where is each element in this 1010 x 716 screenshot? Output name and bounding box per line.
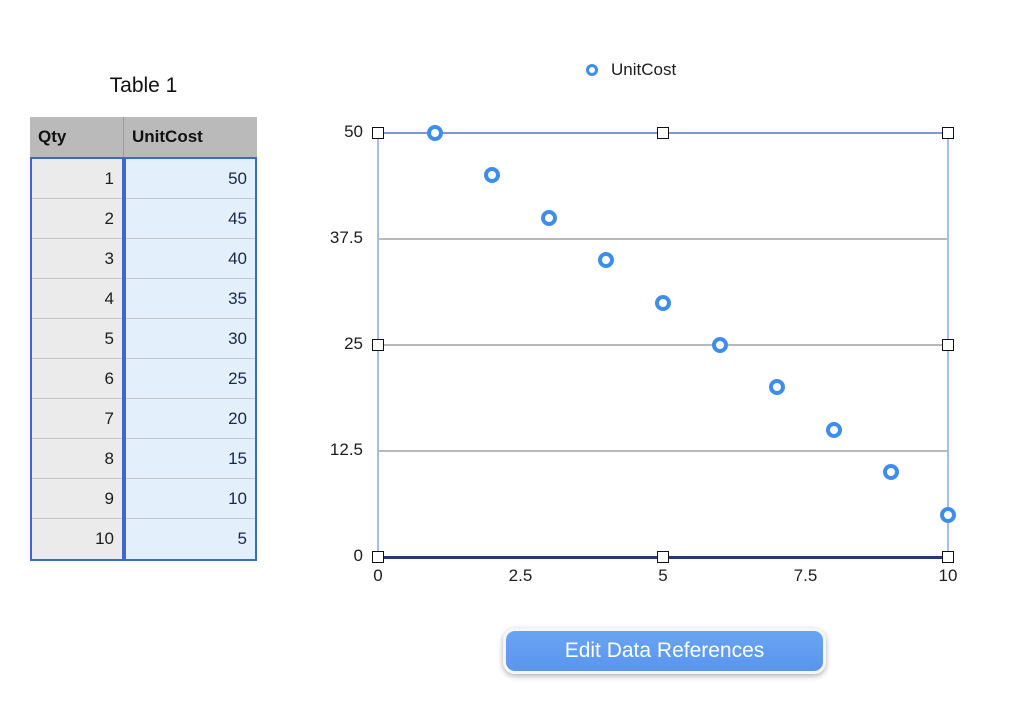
table-cell-unitcost[interactable]: 5 bbox=[237, 529, 247, 548]
x-tick-label: 0 bbox=[373, 566, 383, 585]
table-cell-qty[interactable]: 5 bbox=[32, 319, 122, 359]
y-tick-label: 50 bbox=[344, 122, 363, 141]
x-tick-label: 10 bbox=[938, 566, 958, 585]
table-cell-qty[interactable]: 1 bbox=[32, 159, 122, 199]
data-point[interactable] bbox=[826, 421, 842, 438]
y-tick-label: 37.5 bbox=[329, 228, 363, 247]
resize-handle[interactable] bbox=[656, 550, 669, 563]
chart-plot-area[interactable] bbox=[378, 133, 948, 557]
table-title: Table 1 bbox=[109, 74, 178, 97]
data-table: Qty UnitCost 1 2 3 4 5 6 7 8 9 10 50 45 40 35 30 25 20 1… bbox=[30, 117, 257, 561]
y-tick-label: 25 bbox=[344, 334, 363, 353]
gridline bbox=[378, 238, 948, 240]
data-point[interactable] bbox=[655, 294, 671, 311]
table-cell-qty[interactable]: 4 bbox=[32, 279, 122, 319]
table-cell-unitcost[interactable]: 10 bbox=[126, 479, 255, 519]
table-cell-unitcost[interactable]: 30 bbox=[126, 319, 255, 359]
table-cell-qty[interactable]: 2 bbox=[32, 199, 122, 239]
legend-label: UnitCost bbox=[611, 60, 677, 79]
y-tick-label: 0 bbox=[353, 546, 363, 565]
table-cell-qty[interactable]: 6 bbox=[32, 359, 122, 399]
resize-handle[interactable] bbox=[656, 126, 669, 139]
resize-handle[interactable] bbox=[941, 338, 954, 351]
data-point[interactable] bbox=[940, 506, 956, 523]
table-cell-unitcost[interactable]: 20 bbox=[126, 399, 255, 439]
table-cell-unitcost[interactable]: 25 bbox=[126, 359, 255, 399]
table-cell-qty[interactable]: 10 bbox=[95, 529, 114, 548]
data-point[interactable] bbox=[712, 337, 728, 353]
table-body: 1 2 3 4 5 6 7 8 9 10 50 45 40 35 30 25 20 15 10 5 bbox=[30, 157, 257, 561]
resize-handle[interactable] bbox=[371, 550, 384, 563]
table-cell-qty[interactable]: 8 bbox=[32, 439, 122, 479]
resize-handle[interactable] bbox=[371, 126, 384, 139]
resize-handle[interactable] bbox=[941, 126, 954, 139]
qty-column-selected: 1 2 3 4 5 6 7 8 9 10 bbox=[30, 157, 124, 561]
data-point[interactable] bbox=[769, 379, 785, 396]
legend-marker-icon bbox=[586, 64, 598, 76]
chart-legend[interactable]: UnitCost bbox=[586, 60, 676, 80]
data-point[interactable] bbox=[598, 252, 614, 269]
edit-data-references-button[interactable]: Edit Data References bbox=[503, 628, 826, 674]
gridline bbox=[378, 450, 948, 452]
x-tick-label: 2.5 bbox=[508, 566, 533, 585]
x-tick-label: 5 bbox=[658, 566, 668, 585]
table-cell-qty[interactable]: 7 bbox=[32, 399, 122, 439]
data-point[interactable] bbox=[427, 125, 443, 141]
table-cell-unitcost[interactable]: 50 bbox=[126, 159, 255, 199]
data-point[interactable] bbox=[883, 464, 899, 481]
x-tick-label: 7.5 bbox=[793, 566, 818, 585]
gridline bbox=[378, 344, 948, 346]
y-tick-label: 12.5 bbox=[329, 440, 363, 459]
table-cell-unitcost[interactable]: 45 bbox=[126, 199, 255, 239]
resize-handle[interactable] bbox=[371, 338, 384, 351]
data-point[interactable] bbox=[541, 209, 557, 226]
table-cell-unitcost[interactable]: 15 bbox=[126, 439, 255, 479]
table-header-row: Qty UnitCost bbox=[30, 117, 257, 157]
column-header-qty[interactable]: Qty bbox=[30, 117, 124, 157]
column-header-unitcost[interactable]: UnitCost bbox=[132, 127, 203, 146]
unitcost-column-selected: 50 45 40 35 30 25 20 15 10 5 bbox=[124, 157, 257, 561]
table-cell-unitcost[interactable]: 40 bbox=[126, 239, 255, 279]
table-cell-qty[interactable]: 3 bbox=[32, 239, 122, 279]
resize-handle[interactable] bbox=[941, 550, 954, 563]
data-point[interactable] bbox=[484, 167, 500, 184]
table-cell-qty[interactable]: 9 bbox=[32, 479, 122, 519]
table-cell-unitcost[interactable]: 35 bbox=[126, 279, 255, 319]
